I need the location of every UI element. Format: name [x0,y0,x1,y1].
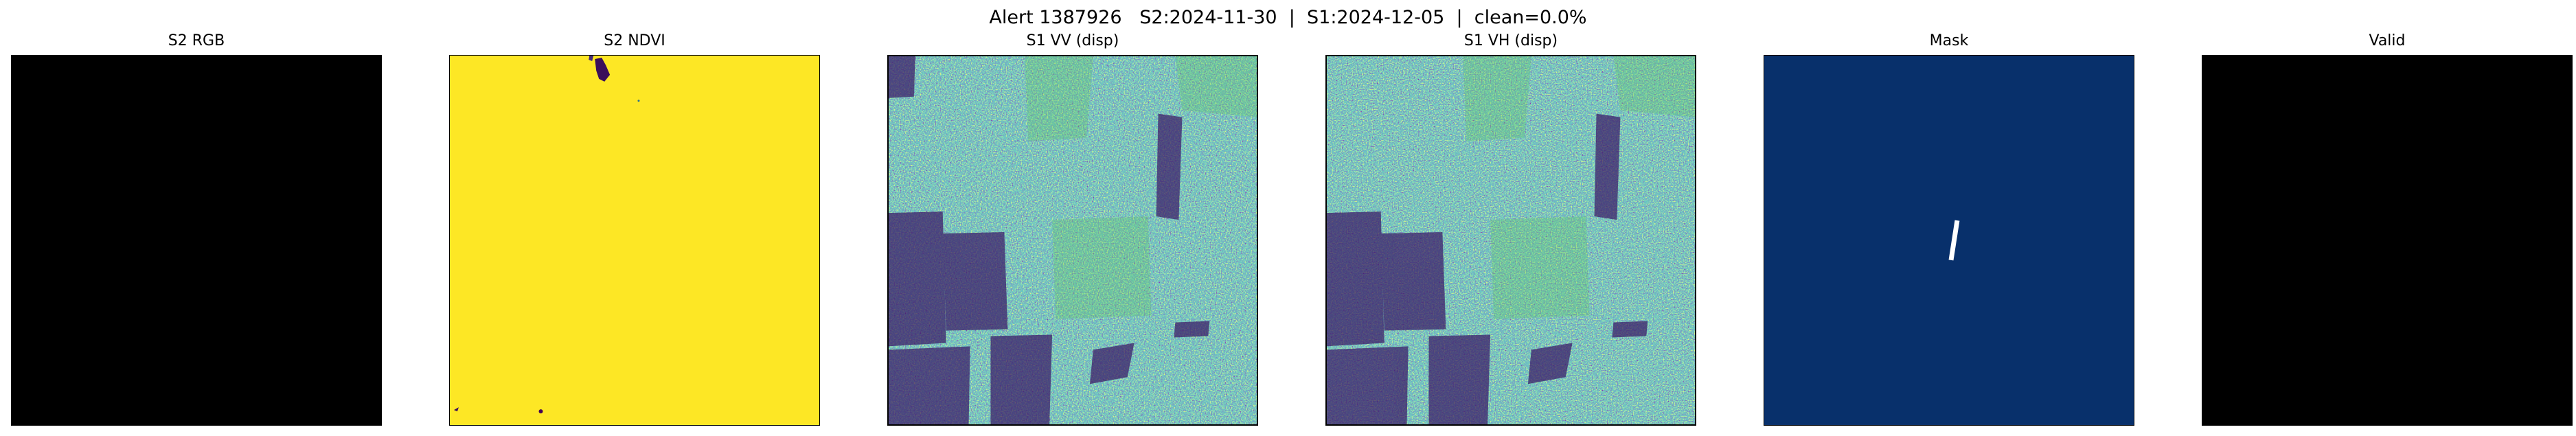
panel-title-s1-vh: S1 VH (disp) [1463,32,1558,49]
panel-s2-ndvi: S2 NDVI [449,32,820,426]
mask-line [1948,220,1960,261]
panel-s2-rgb: S2 RGB [11,32,382,426]
s1-vv-image [887,55,1258,426]
panel-s1-vh: S1 VH (disp) [1325,32,1696,426]
s1-vh-image [1325,55,1696,426]
mask-image [1764,55,2134,426]
panel-title-valid: Valid [2369,32,2406,49]
panel-title-s1-vv: S1 VV (disp) [1026,32,1119,49]
panel-mask: Mask [1764,32,2134,426]
valid-image [2202,55,2573,426]
s2-rgb-image [11,55,382,426]
panel-title-s2-rgb: S2 RGB [168,32,225,49]
s2-ndvi-image [449,55,820,426]
panel-title-s2-ndvi: S2 NDVI [604,32,665,49]
panel-title-mask: Mask [1929,32,1969,49]
figure-title: Alert 1387926 S2:2024-11-30 | S1:2024-12… [989,7,1587,28]
panel-s1-vv: S1 VV (disp) [887,32,1258,426]
panel-valid: Valid [2202,32,2573,426]
